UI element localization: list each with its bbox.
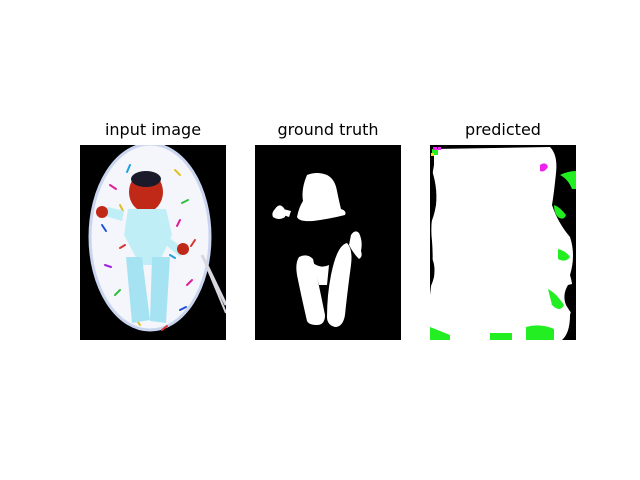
input-image [80,145,226,340]
panel-title-ground-truth: ground truth [277,120,379,139]
panel-title-predicted: predicted [465,120,541,139]
predicted-panel [430,145,576,340]
ground-truth-panel [255,145,401,340]
panel-title-input-image: input image [104,120,202,139]
predicted-mask [430,145,576,340]
input-image-panel [80,145,226,340]
ground-truth-mask [255,145,401,340]
